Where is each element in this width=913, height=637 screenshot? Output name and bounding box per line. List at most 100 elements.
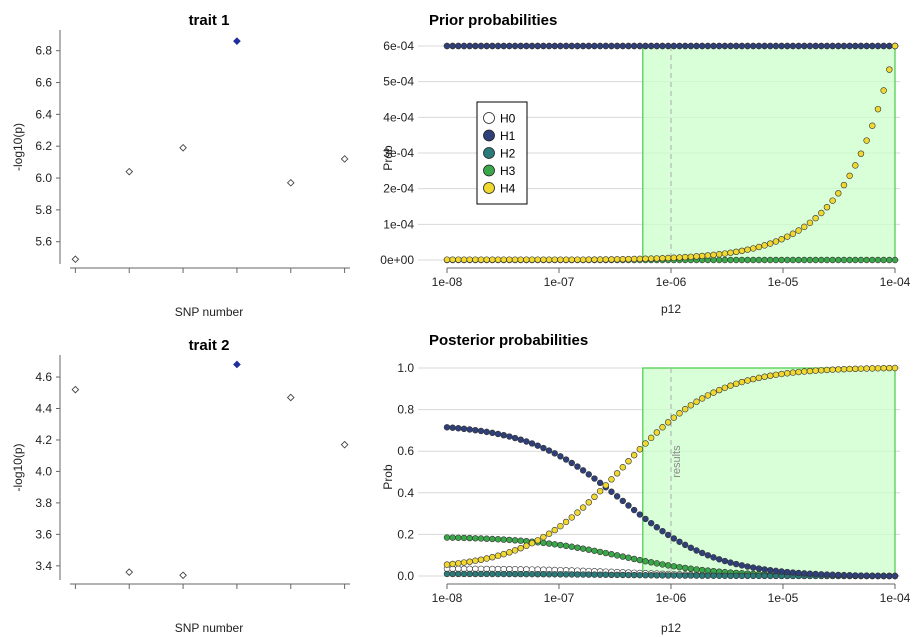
- trait2-ytick-label: 4.2: [35, 433, 52, 447]
- prior-point-h1: [625, 42, 632, 50]
- posterior-point-h4: [670, 414, 678, 421]
- prior-point-h1: [664, 42, 672, 50]
- posterior-point-h4: [540, 533, 547, 541]
- trait1-ytick-label: 6.2: [35, 139, 52, 153]
- prior-point-h4: [500, 256, 507, 263]
- prior-point-h1: [477, 42, 485, 50]
- posterior-point-h4: [494, 552, 502, 559]
- prior-point-h4: [767, 240, 774, 247]
- posterior-point-h4: [698, 395, 706, 402]
- prior-point-h1: [857, 42, 865, 50]
- trait2-panel: trait 2 3.4 3.6 3.8 4.0 4.2 4.4 4.6 SNP number -l…: [11, 337, 350, 635]
- posterior-point-h2: [738, 572, 746, 580]
- posterior-point-h4: [517, 544, 524, 552]
- prior-point-h4: [784, 233, 791, 240]
- prior-ytick-label: 0e+00: [380, 253, 414, 267]
- posterior-point-h3: [562, 542, 570, 550]
- trait1-title: trait 1: [189, 12, 230, 29]
- posterior-point-h2: [721, 572, 729, 579]
- prior-xtick-label: 1e-04: [880, 275, 911, 289]
- prior-point-h4: [494, 256, 502, 263]
- trait2-ytick-label: 4.0: [35, 464, 52, 478]
- prior-point-h1: [579, 42, 587, 50]
- posterior-point-h3: [500, 536, 507, 543]
- prior-point-h4: [693, 253, 700, 260]
- prior-point-h1: [619, 42, 626, 50]
- posterior-point-h4: [472, 557, 479, 564]
- posterior-point-h1: [880, 572, 887, 580]
- posterior-point-h3: [568, 543, 575, 550]
- prior-point-h4: [698, 252, 706, 260]
- posterior-point-h2: [733, 572, 740, 580]
- prior-point-h1: [494, 42, 502, 50]
- posterior-point-h3: [449, 534, 456, 541]
- prior-point-h4: [557, 256, 564, 263]
- prior-point-h1: [596, 42, 604, 50]
- posterior-point-h1: [449, 424, 456, 431]
- posterior-point-h2: [574, 571, 581, 578]
- posterior-ytick-label: 0.0: [397, 569, 414, 583]
- posterior-point-h3: [579, 545, 587, 552]
- posterior-point-h2: [477, 570, 485, 578]
- prior-point-h1: [528, 42, 536, 50]
- prior-point-h4: [613, 256, 621, 263]
- posterior-point-h4: [664, 419, 672, 426]
- posterior-point-h1: [596, 479, 604, 487]
- prior-point-h1: [540, 42, 547, 50]
- posterior-point-h4: [778, 370, 785, 378]
- posterior-point-h4: [727, 382, 734, 389]
- prior-point-h4: [670, 254, 678, 261]
- trait2-point: [286, 393, 295, 402]
- prior-point-h1: [789, 42, 797, 50]
- prior-point-h4: [574, 256, 581, 263]
- posterior-point-h2: [494, 570, 502, 578]
- posterior-point-h1: [874, 572, 882, 579]
- posterior-xlabel: p12: [661, 621, 681, 635]
- posterior-point-h1: [579, 467, 587, 474]
- prior-point-h4: [608, 256, 615, 263]
- prior-point-h4: [562, 256, 570, 263]
- prior-point-h3: [801, 256, 808, 264]
- posterior-point-h4: [653, 429, 661, 436]
- prior-legend: H0 H1 H2 H3 H4: [476, 101, 528, 205]
- prior-point-h3: [767, 256, 774, 264]
- posterior-point-h3: [636, 556, 644, 564]
- prior-point-h4: [738, 247, 746, 255]
- posterior-point-h1: [528, 440, 536, 447]
- posterior-point-h2: [659, 572, 666, 579]
- posterior-point-h1: [625, 502, 632, 509]
- prior-point-h1: [835, 42, 842, 50]
- posterior-point-h2: [460, 570, 468, 578]
- posterior-point-h2: [608, 571, 615, 579]
- posterior-point-h1: [653, 524, 661, 531]
- prior-point-h3: [778, 256, 785, 264]
- prior-point-h1: [869, 42, 876, 50]
- posterior-point-h1: [835, 571, 842, 579]
- posterior-point-h3: [466, 534, 473, 542]
- prior-point-h4: [466, 256, 473, 263]
- prior-point-h4: [891, 42, 899, 50]
- prior-point-h4: [636, 255, 644, 263]
- legend-swatch-h3: [483, 164, 495, 177]
- posterior-ytick-label: 1.0: [397, 361, 414, 375]
- posterior-point-h2: [647, 572, 655, 579]
- posterior-point-h3: [494, 536, 502, 543]
- posterior-ytick-label: 0.4: [397, 486, 414, 500]
- posterior-point-h3: [630, 555, 638, 563]
- prior-point-h3: [840, 256, 848, 264]
- prior-point-h1: [721, 42, 729, 50]
- prior-point-h4: [455, 256, 462, 263]
- prior-point-h3: [721, 256, 729, 264]
- posterior-point-h1: [460, 425, 468, 433]
- posterior-point-h3: [517, 537, 524, 544]
- posterior-point-h1: [761, 566, 768, 573]
- trait1-point: [179, 143, 187, 152]
- posterior-point-h1: [642, 515, 649, 523]
- posterior-point-h4: [857, 365, 865, 372]
- posterior-point-h1: [795, 569, 802, 577]
- posterior-point-h4: [721, 384, 729, 391]
- trait1-ytick-label: 5.8: [35, 203, 52, 217]
- posterior-point-h1: [557, 453, 564, 460]
- prior-point-h4: [676, 254, 683, 261]
- posterior-point-h4: [574, 509, 581, 516]
